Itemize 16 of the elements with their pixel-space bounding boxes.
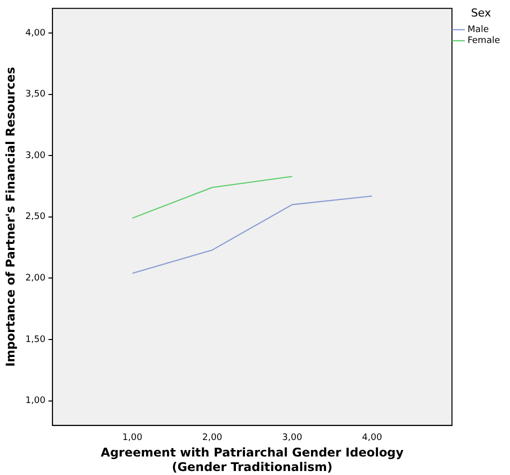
legend-label: Male xyxy=(467,25,490,36)
x-tick-label: 4,00 xyxy=(362,433,382,444)
y-tick-label: 4,00 xyxy=(25,28,46,38)
legend-label: Female xyxy=(467,36,500,46)
x-tick-label: 1,00 xyxy=(122,433,143,444)
y-tick-label: 2,50 xyxy=(25,212,46,222)
legend-title: Sex xyxy=(470,6,492,20)
y-tick-label: 3,50 xyxy=(25,90,46,100)
y-tick-label: 1,00 xyxy=(25,396,46,406)
y-tick-label: 1,50 xyxy=(25,334,46,345)
y-axis-title: Importance of Partner's Financial Resources xyxy=(3,67,18,367)
y-tick-label: 2,00 xyxy=(25,274,46,284)
x-axis-title: Agreement with Patriarchal Gender Ideology (Gender Traditionalism) xyxy=(100,446,404,474)
y-tick-label: 3,00 xyxy=(25,150,46,161)
x-tick-label: 2,00 xyxy=(202,433,223,444)
x-tick-label: 3,00 xyxy=(282,433,302,444)
